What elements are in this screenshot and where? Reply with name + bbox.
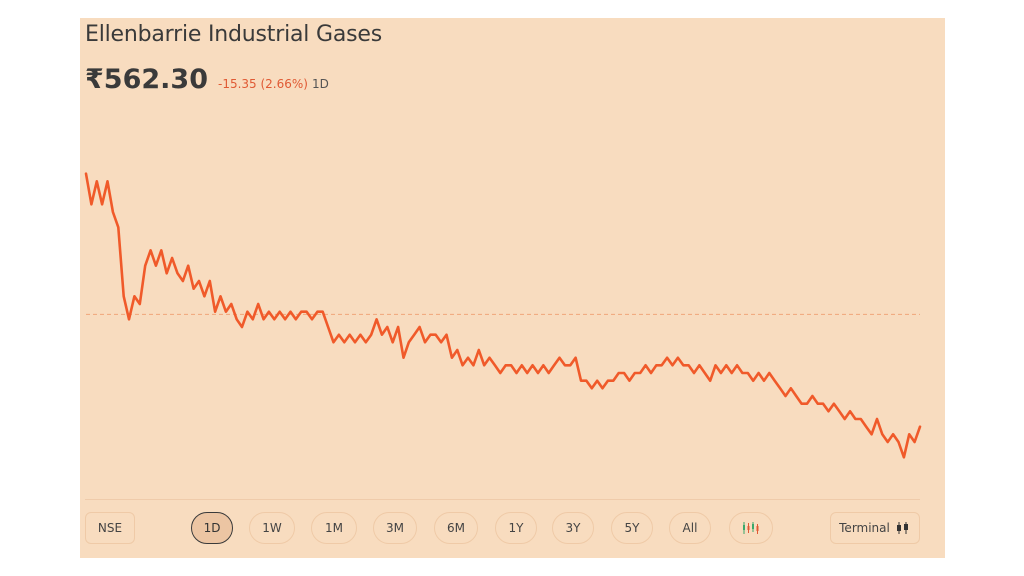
price-chart[interactable] [80, 18, 945, 498]
price-change: -15.35 (2.66%) 1D [218, 77, 329, 91]
terminal-candlestick-icon [896, 522, 908, 534]
price-line [84, 172, 922, 459]
range-label: 3M [386, 521, 404, 535]
range-button-1w[interactable]: 1W [249, 512, 295, 544]
price-change-value: -15.35 (2.66%) [217, 77, 308, 91]
stock-card: Ellenbarrie Industrial Gases ₹562.30 -15… [80, 18, 945, 558]
range-label: All [682, 521, 698, 535]
range-button-all[interactable]: All [669, 512, 711, 544]
range-button-5y[interactable]: 5Y [611, 512, 653, 544]
range-label: 3Y [565, 521, 581, 535]
exchange-button[interactable]: NSE [85, 512, 135, 544]
range-label: 5Y [624, 521, 640, 535]
candlestick-icon [743, 522, 759, 534]
stock-name: Ellenbarrie Industrial Gases [85, 22, 382, 47]
chart-type-button[interactable] [729, 512, 773, 544]
range-button-6m[interactable]: 6M [434, 512, 478, 544]
range-label: 1D [203, 521, 221, 535]
stock-price: ₹562.30 [85, 64, 208, 95]
range-button-1y[interactable]: 1Y [495, 512, 537, 544]
change-period: 1D [311, 77, 329, 91]
divider [85, 499, 920, 500]
range-button-1m[interactable]: 1M [311, 512, 357, 544]
range-label: 1M [325, 521, 343, 535]
price-row: ₹562.30 -15.35 (2.66%) 1D [85, 64, 329, 95]
range-label: 6M [447, 521, 465, 535]
terminal-button[interactable]: Terminal [830, 512, 920, 544]
exchange-label: NSE [97, 521, 123, 535]
range-label: 1W [262, 521, 282, 535]
range-button-3y[interactable]: 3Y [552, 512, 594, 544]
range-label: 1Y [508, 521, 524, 535]
range-button-3m[interactable]: 3M [373, 512, 417, 544]
terminal-label: Terminal [839, 521, 890, 535]
range-button-1d[interactable]: 1D [191, 512, 233, 544]
